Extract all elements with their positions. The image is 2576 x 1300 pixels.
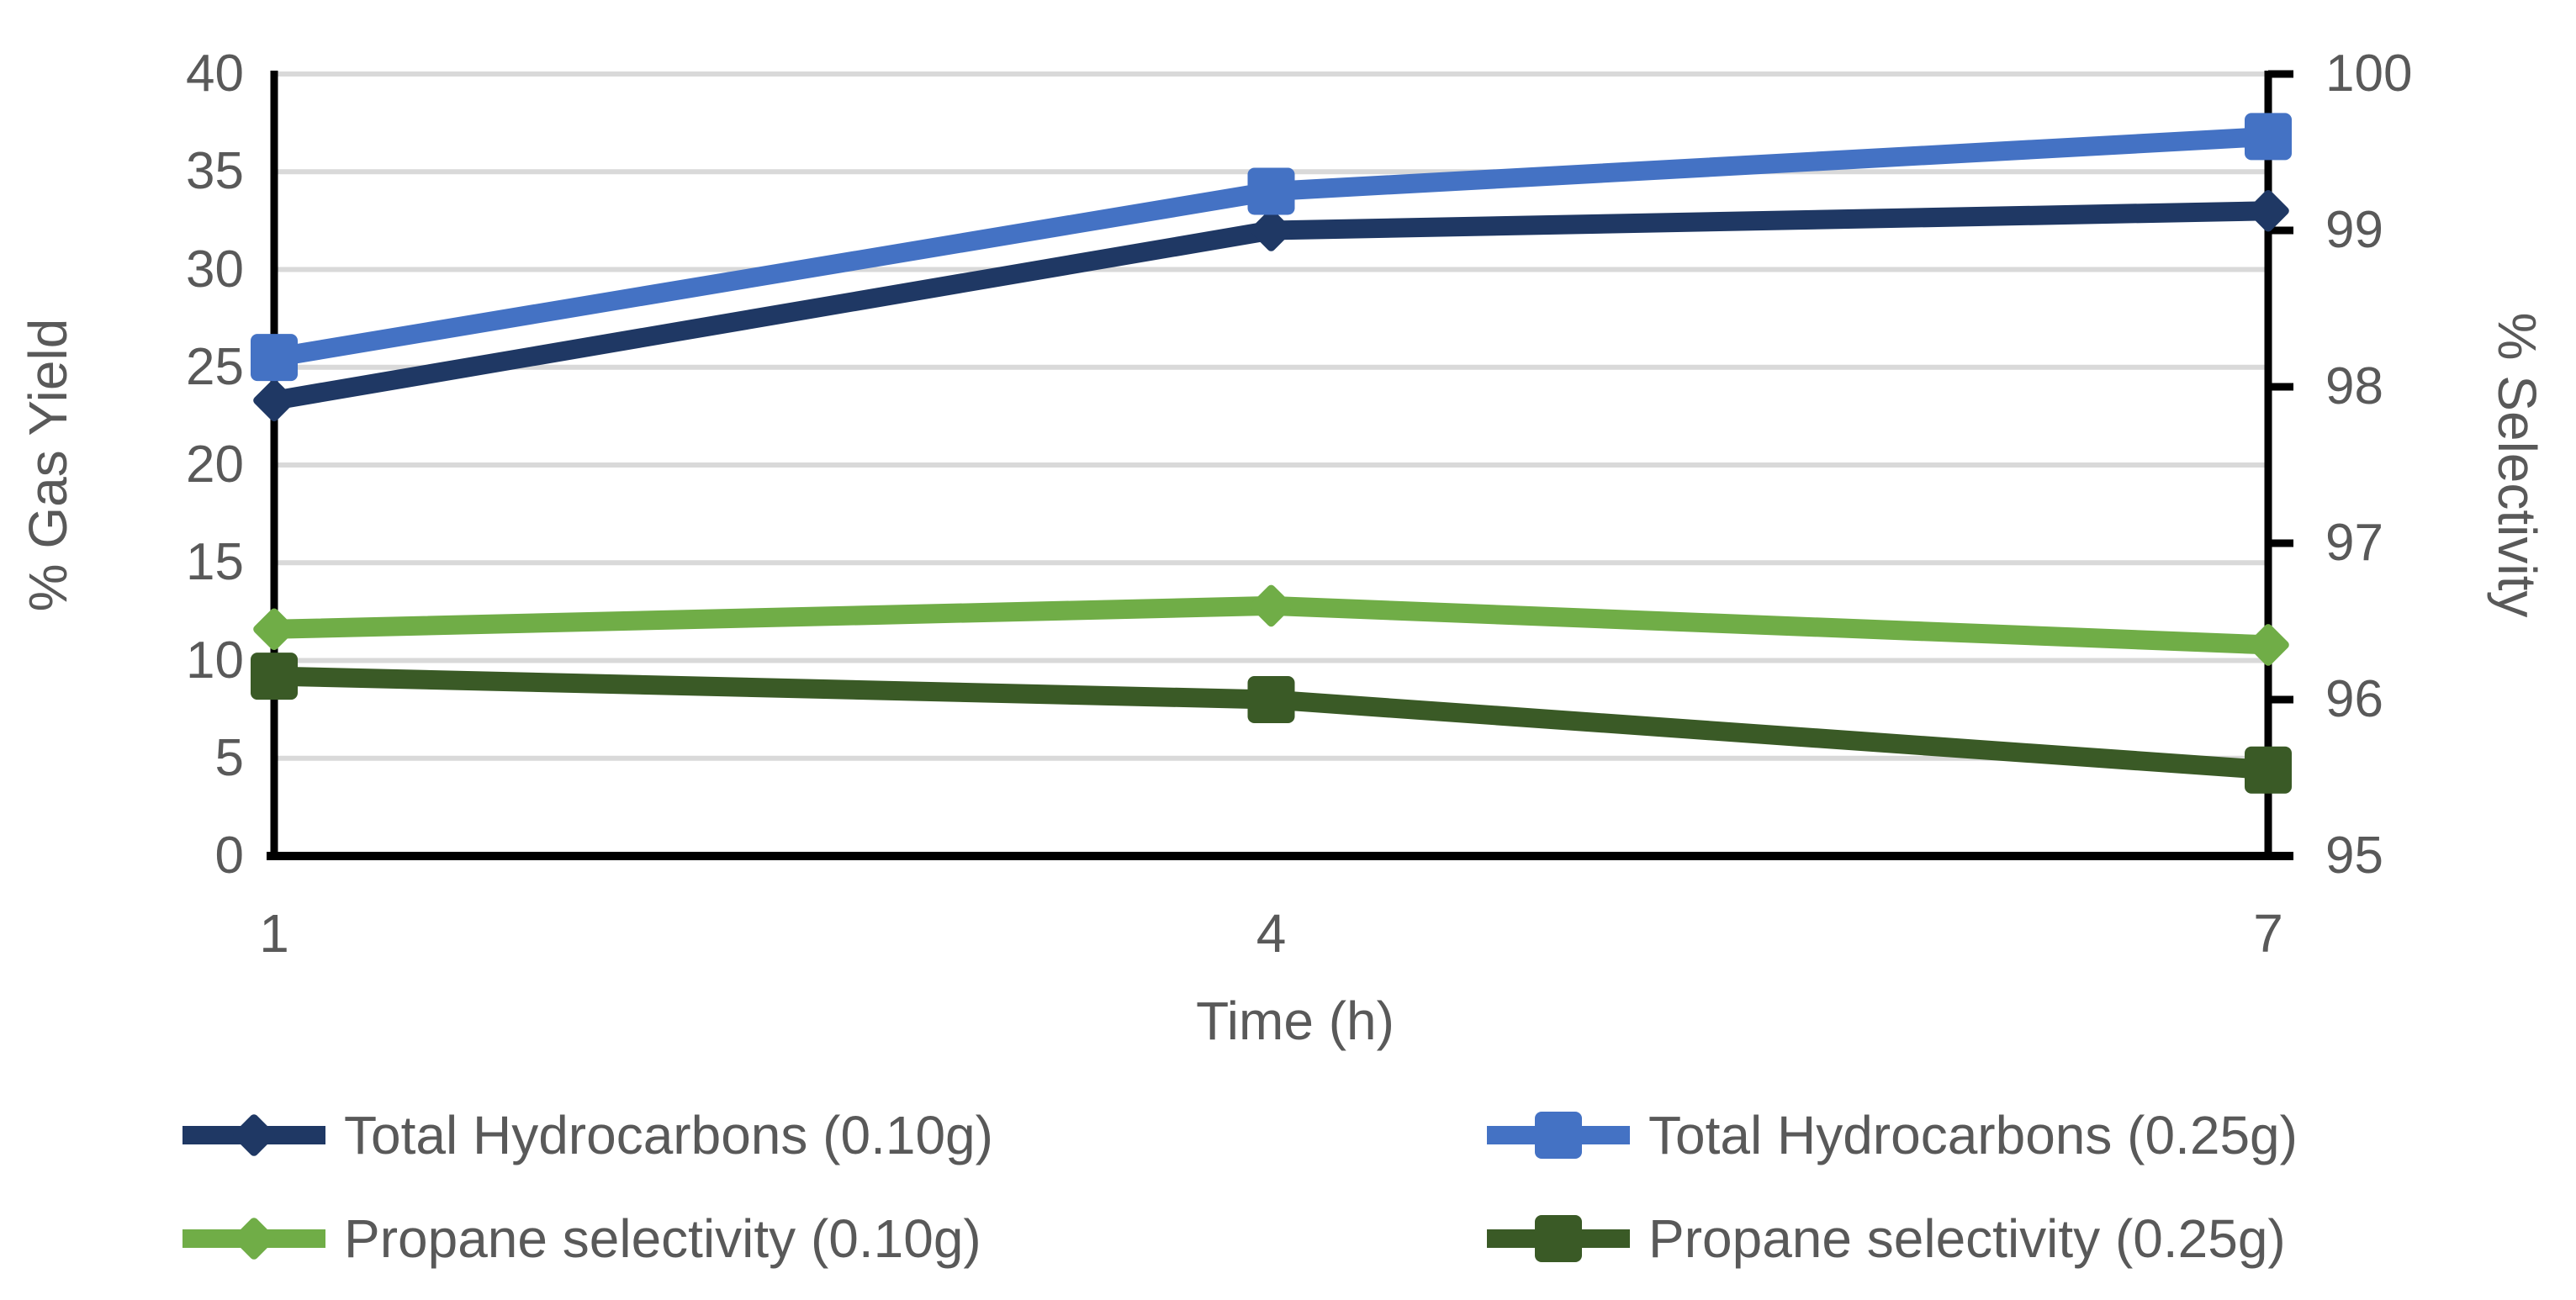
legend-marker-square-icon [1487,1112,1630,1159]
data-point [253,379,295,422]
x-axis-tick-label: 7 [2253,903,2283,964]
left-axis-tick-label: 40 [186,45,244,103]
legend-item: Propane selectivity (0.10g) [176,1205,981,1272]
data-point [1250,209,1293,251]
left-axis-tick-label: 20 [186,436,244,494]
left-axis-tick-label: 25 [186,337,244,396]
data-point [251,334,298,382]
legend-label: Total Hydrocarbons (0.10g) [344,1105,993,1165]
legend-marker [1535,1215,1582,1262]
legend-item: Propane selectivity (0.25g) [1480,1205,2286,1272]
x-axis-tick-label: 1 [259,903,289,964]
data-point [1250,584,1293,627]
legend-item: Total Hydrocarbons (0.25g) [1480,1102,2298,1169]
x-axis-title: Time (h) [1196,991,1394,1051]
legend-marker [233,1114,275,1156]
data-point [2247,624,2289,666]
right-axis-tick-label: 96 [2325,670,2383,728]
right-axis-tick-label: 99 [2325,201,2383,259]
legend-marker-diamond-icon [182,1218,325,1260]
legend-marker [233,1218,275,1260]
legend-marker-diamond-icon [182,1114,325,1156]
data-point [1247,676,1295,723]
legend-marker [1535,1112,1582,1159]
data-point [2247,189,2289,232]
data-point [1247,167,1295,215]
legend-marker-square-icon [1487,1215,1630,1262]
left-axis-tick-label: 5 [214,728,244,787]
left-axis-tick-label: 0 [214,827,244,885]
legend-item: Total Hydrocarbons (0.10g) [176,1102,993,1169]
right-axis-tick-label: 97 [2325,514,2383,572]
data-point [2245,113,2292,161]
x-axis-tick-label: 4 [1256,903,1287,964]
left-axis-tick-label: 30 [186,240,244,299]
left-axis-tick-label: 35 [186,142,244,201]
data-point [251,653,298,700]
left-axis-tick-label: 10 [186,631,244,690]
left-axis-title: % Gas Yield [18,318,78,612]
right-axis-tick-label: 98 [2325,357,2383,415]
legend-label: Propane selectivity (0.10g) [344,1208,981,1269]
legend-label: Total Hydrocarbons (0.25g) [1648,1105,2298,1165]
data-point [253,608,295,651]
left-axis-tick-label: 15 [186,533,244,592]
right-axis-title: % Selectivity [2487,312,2547,618]
right-axis-tick-label: 100 [2325,45,2413,103]
right-axis-tick-label: 95 [2325,827,2383,885]
legend-label: Propane selectivity (0.25g) [1648,1208,2286,1269]
data-point [2245,746,2292,794]
